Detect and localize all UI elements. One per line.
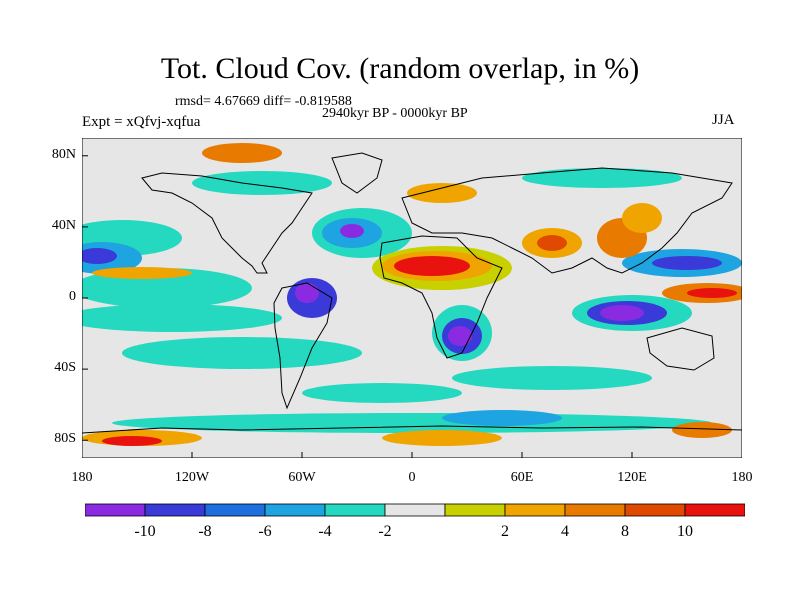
plot-title: Tot. Cloud Cov. (random overlap, in %)	[160, 52, 640, 85]
lat-tick-label: 80N	[51, 146, 76, 162]
lon-tick-label: 120E	[617, 470, 647, 485]
colorbar-swatch	[564, 503, 626, 517]
colorbar-swatch	[624, 503, 686, 517]
colorbar-label: 2	[501, 523, 509, 540]
colorbar-swatch	[85, 503, 146, 517]
lat-tick-label: 40S	[54, 360, 76, 376]
lat-tick-label: 80S	[54, 431, 76, 447]
colorbar-label: -2	[378, 523, 391, 540]
experiment-label: Expt = xQfvj-xqfua	[82, 114, 201, 130]
coastlines	[82, 152, 742, 434]
colorbar-swatch	[504, 503, 566, 517]
lon-tick-label: 60E	[510, 470, 534, 485]
colorbar-label: 8	[621, 523, 629, 540]
colorbar-label: 10	[677, 523, 693, 540]
lon-tick-label: 180	[731, 470, 753, 485]
lon-tick-label: 120W	[174, 470, 210, 485]
colorbar-swatch	[384, 503, 446, 517]
period-label: 2940kyr BP - 0000kyr BP	[322, 106, 468, 121]
lon-tick-label: 0	[408, 470, 416, 485]
colorbar-swatch	[264, 503, 326, 517]
colorbar-swatch	[204, 503, 266, 517]
anomaly-patches	[82, 143, 742, 446]
lon-tick-label: 180	[71, 470, 93, 485]
lon-tick-label: 60W	[288, 470, 316, 485]
season-label: JJA	[712, 112, 735, 128]
colorbar-label: -8	[198, 523, 211, 540]
colorbar-swatch	[324, 503, 386, 517]
colorbar-label: -6	[258, 523, 271, 540]
lat-tick-label: 40N	[51, 217, 76, 233]
stats-label: rmsd= 4.67669 diff= -0.819588	[175, 94, 352, 109]
colorbar-swatch	[444, 503, 506, 517]
map-axes	[82, 155, 742, 458]
lat-tick-label: 0	[69, 289, 76, 304]
colorbar-label: 4	[561, 523, 569, 540]
colorbar-swatch	[144, 503, 206, 517]
cloud-cover-map	[82, 138, 742, 458]
colorbar: -10 -8 -6 -4 -2 2 4 8 10	[85, 503, 745, 540]
colorbar-label: -4	[318, 523, 331, 540]
colorbar-swatch	[684, 503, 745, 517]
colorbar-label: -10	[134, 523, 155, 540]
